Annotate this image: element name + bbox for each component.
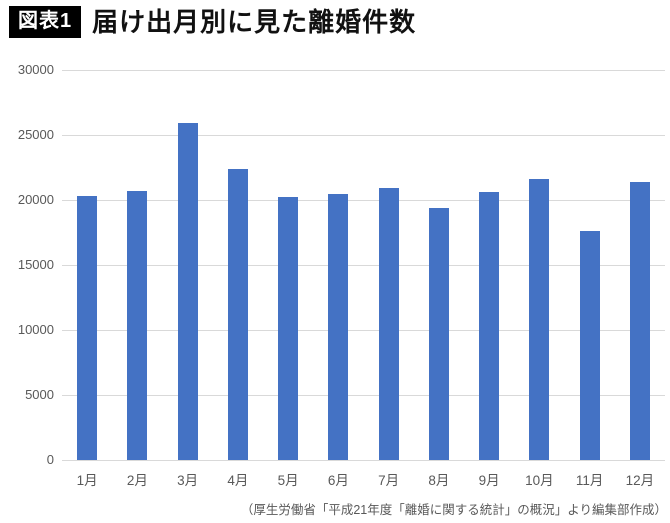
bar-8月	[428, 207, 449, 460]
x-axis-tick-label: 3月	[177, 473, 199, 488]
chart-header: 図表1 届け出月別に見た離婚件数	[9, 6, 416, 38]
gridline	[62, 460, 665, 461]
x-axis-tick-label: 6月	[327, 473, 349, 488]
bar-1月	[77, 196, 98, 460]
bar-10月	[529, 179, 550, 460]
bar-6月	[328, 193, 349, 460]
gridline	[62, 330, 665, 331]
y-axis-tick-label: 20000	[17, 192, 54, 207]
bar-7月	[378, 188, 399, 460]
gridline	[62, 265, 665, 266]
plot-area	[62, 70, 665, 461]
y-axis-tick-label: 5000	[25, 387, 54, 402]
y-axis-tick-label: 30000	[17, 62, 54, 77]
x-axis-tick-label: 11月	[575, 473, 604, 488]
gridline	[62, 70, 665, 71]
chart-title: 届け出月別に見た離婚件数	[92, 6, 417, 37]
y-axis-tick-label: 0	[46, 452, 54, 467]
gridline	[62, 200, 665, 201]
figure-number-badge: 図表1	[9, 6, 82, 38]
x-axis-tick-label: 12月	[625, 473, 655, 488]
gridline	[62, 395, 665, 396]
gridline	[62, 135, 665, 136]
y-axis-tick-label: 10000	[17, 322, 54, 337]
bar-9月	[479, 192, 500, 460]
x-axis-tick-label: 8月	[428, 473, 450, 488]
bar-5月	[278, 197, 299, 460]
x-axis-tick-label: 10月	[525, 473, 554, 488]
bar-4月	[227, 168, 248, 460]
x-axis-tick-label: 1月	[76, 473, 98, 488]
x-axis-tick-label: 4月	[227, 473, 249, 488]
bar-3月	[177, 123, 198, 460]
bar-12月	[629, 181, 650, 460]
x-axis-tick-label: 9月	[478, 473, 500, 488]
x-axis-tick-label: 7月	[378, 473, 400, 488]
x-axis-tick-label: 5月	[277, 473, 299, 488]
y-axis-tick-label: 25000	[17, 127, 54, 142]
source-caption: （厚生労働省「平成21年度「離婚に関する統計」の概況」より編集部作成）	[240, 503, 667, 517]
x-axis-tick-label: 2月	[126, 473, 148, 488]
bar-2月	[127, 190, 148, 460]
y-axis-tick-label: 15000	[17, 257, 54, 272]
bar-11月	[579, 231, 600, 460]
